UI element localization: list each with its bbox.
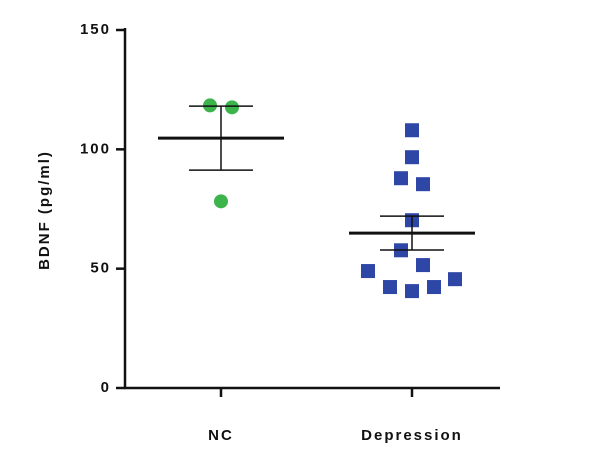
point bbox=[383, 280, 397, 295]
point bbox=[405, 123, 419, 138]
y-tick-label: 100 bbox=[80, 140, 111, 157]
point bbox=[394, 171, 408, 186]
point bbox=[214, 194, 228, 209]
point bbox=[405, 150, 419, 165]
x-tick-label: NC bbox=[208, 427, 234, 444]
point bbox=[416, 258, 430, 273]
point bbox=[416, 177, 430, 192]
y-axis-label: BDNF (pg/ml) bbox=[36, 150, 53, 270]
point bbox=[405, 284, 419, 299]
point bbox=[427, 280, 441, 295]
point bbox=[225, 100, 239, 115]
point bbox=[448, 272, 462, 287]
x-tick-label: Depression bbox=[361, 427, 463, 444]
point bbox=[361, 264, 375, 279]
y-tick-label: 150 bbox=[80, 21, 111, 38]
y-tick-label: 50 bbox=[90, 260, 111, 277]
y-tick-label: 0 bbox=[101, 379, 111, 396]
